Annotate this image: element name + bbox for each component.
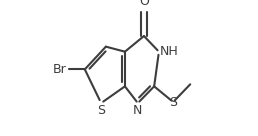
Text: NH: NH (160, 45, 178, 58)
Text: O: O (139, 0, 149, 8)
Text: S: S (169, 95, 177, 109)
Text: Br: Br (53, 63, 67, 76)
Text: S: S (97, 104, 105, 118)
Text: N: N (133, 104, 142, 118)
